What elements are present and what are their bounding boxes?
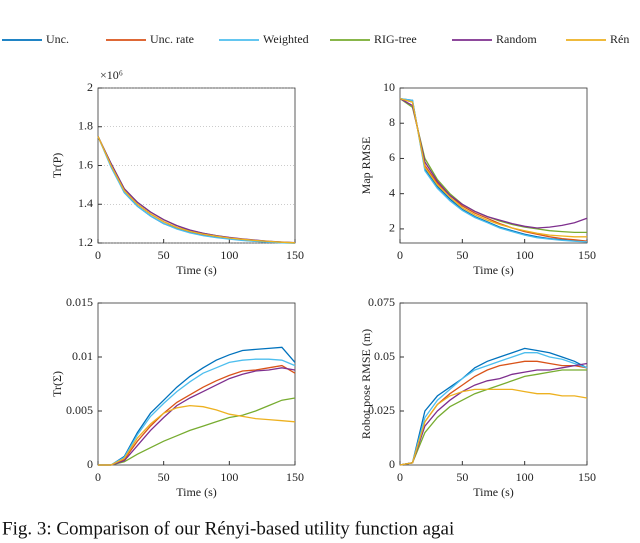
y-tick-label: 1.8: [78, 119, 93, 133]
y-axis-label: Map RMSE: [359, 137, 373, 195]
plot-area: [399, 302, 588, 466]
y-axis-label: Robot pose RMSE (m): [359, 329, 373, 439]
series-line: [399, 97, 587, 238]
plot-area: [97, 302, 296, 466]
plot-area: [97, 87, 296, 244]
y-tick-label: 4: [389, 185, 395, 199]
legend-label: Rén: [610, 32, 629, 46]
series-line: [399, 98, 588, 229]
series-line: [98, 358, 296, 466]
series-line: [97, 136, 296, 244]
series-line: [98, 397, 296, 466]
y-tick-label: 2: [87, 80, 93, 94]
y-tick-label: 8: [389, 115, 395, 129]
series-line: [98, 404, 296, 466]
x-tick-label: 0: [95, 248, 101, 262]
y-tick-label: 0.005: [66, 403, 93, 417]
y-axis-label: Tr(Σ): [50, 371, 64, 397]
x-axis-label: Time (s): [176, 263, 217, 277]
series-line: [399, 362, 588, 466]
x-tick-label: 50: [456, 470, 468, 484]
x-tick-label: 100: [220, 470, 238, 484]
caption: Fig. 3: Comparison of our Rényi-based ut…: [2, 518, 454, 539]
y-tick-label: 0: [389, 457, 395, 471]
legend-label: RIG-tree: [374, 32, 417, 46]
y-tick-label: 0.075: [368, 295, 395, 309]
x-tick-label: 150: [286, 470, 304, 484]
y-tick-label: 1.4: [78, 196, 93, 210]
x-axis-label: Time (s): [473, 263, 514, 277]
x-tick-label: 50: [158, 470, 170, 484]
series-line: [98, 346, 296, 466]
x-axis-label: Time (s): [473, 485, 514, 499]
x-tick-label: 100: [516, 470, 534, 484]
x-tick-label: 150: [286, 248, 304, 262]
y-tick-label: 0: [87, 457, 93, 471]
y-tick-label: 0.01: [72, 349, 93, 363]
x-tick-label: 150: [578, 248, 596, 262]
x-tick-label: 150: [578, 470, 596, 484]
y-tick-label: 10: [383, 80, 395, 94]
x-tick-label: 0: [397, 248, 403, 262]
y-tick-label: 0.015: [66, 295, 93, 309]
series-line: [399, 388, 588, 466]
series-line: [399, 98, 587, 234]
series-line: [399, 97, 588, 242]
series-line: [399, 347, 588, 466]
series-line: [97, 136, 296, 244]
y-axis-label: Tr(P): [50, 153, 64, 179]
series-line: [97, 136, 296, 244]
legend-label: Unc. rate: [150, 32, 194, 46]
series-line: [97, 136, 296, 244]
x-tick-label: 100: [516, 248, 534, 262]
series-line: [399, 369, 587, 466]
y-tick-label: 1.2: [78, 235, 93, 249]
series-line: [98, 364, 296, 466]
x-tick-label: 0: [397, 470, 403, 484]
x-tick-label: 50: [456, 248, 468, 262]
y-tick-label: 2: [389, 221, 395, 235]
series-line: [399, 97, 588, 243]
legend-label: Unc.: [46, 32, 69, 46]
y-tick-label: 1.6: [78, 157, 93, 171]
series-line: [399, 352, 588, 466]
x-tick-label: 0: [95, 470, 101, 484]
x-tick-label: 100: [220, 248, 238, 262]
plot-area: [399, 87, 588, 244]
series-line: [97, 136, 296, 244]
legend-label: Random: [496, 32, 537, 46]
y-tick-label: 6: [389, 150, 395, 164]
legend-label: Weighted: [263, 32, 309, 46]
x-axis-label: Time (s): [176, 485, 217, 499]
y-multiplier: ×10⁶: [100, 68, 123, 82]
series-line: [98, 367, 296, 466]
series-line: [97, 136, 296, 244]
x-tick-label: 50: [158, 248, 170, 262]
y-tick-label: 0.025: [368, 403, 395, 417]
y-tick-label: 0.05: [374, 349, 395, 363]
